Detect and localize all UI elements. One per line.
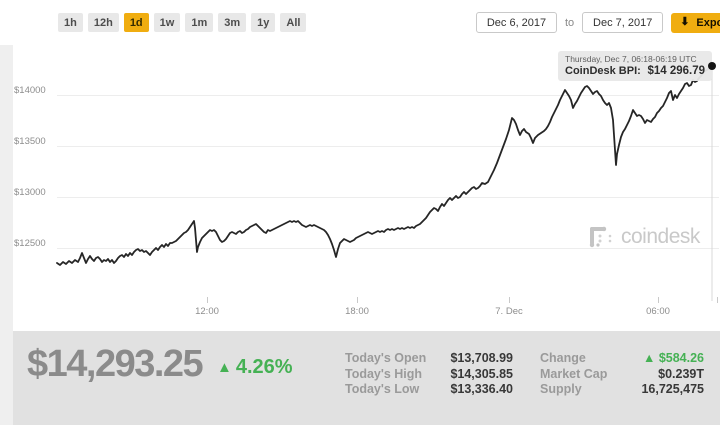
date-to-label: to [565, 16, 575, 29]
stat-label: Supply [540, 382, 582, 396]
date-range-controls: to ⬇ Export [476, 12, 720, 33]
last-point-dot [708, 62, 716, 70]
coindesk-watermark: coindesk [588, 225, 700, 249]
range-button-all[interactable]: All [280, 13, 307, 32]
stat-row-supply: Supply 16,725,475 [540, 382, 704, 398]
stat-value: 16,725,475 [641, 382, 704, 396]
stat-label: Today's Open [345, 351, 427, 365]
stat-value: $13,708.99 [450, 351, 513, 365]
x-axis-label: 7. Dec [495, 306, 523, 317]
current-price: $14,293.25 [27, 343, 204, 385]
stat-value: $0.239T [658, 366, 704, 381]
stat-label: Today's High [345, 366, 423, 381]
x-axis-label: 12:00 [195, 306, 219, 317]
chart-tooltip: Thursday, Dec 7, 06:18-06:19 UTC CoinDes… [558, 51, 712, 81]
date-from-input[interactable] [476, 12, 557, 33]
price-line [56, 65, 713, 266]
x-axis-label: 18:00 [345, 306, 369, 317]
stat-row-open: Today's Open $13,708.99 [345, 351, 513, 367]
stat-value: $13,336.40 [450, 382, 513, 396]
stat-label: Change [540, 351, 586, 365]
page-background-strip [0, 425, 720, 430]
tooltip-price-value: $14 296.79 [647, 65, 705, 77]
y-gridline [57, 197, 719, 198]
export-button[interactable]: ⬇ Export [671, 12, 720, 33]
tooltip-series-label: CoinDesk BPI: [565, 65, 641, 77]
stat-row-high: Today's High $14,305.85 [345, 367, 513, 383]
stat-row-low: Today's Low $13,336.40 [345, 382, 513, 398]
x-axis-tick [717, 297, 718, 303]
y-axis-label: $13000 [14, 187, 46, 198]
range-button-3m[interactable]: 3m [218, 13, 247, 32]
price-line-svg [56, 65, 713, 301]
stat-value: $14,305.85 [450, 366, 513, 381]
download-arrow-icon: ⬇ [680, 16, 690, 28]
coindesk-logo-icon [589, 226, 612, 248]
y-gridline [57, 95, 719, 96]
change-usd-value: $584.26 [658, 351, 704, 365]
stat-row-change: Change ▲ $584.26 [540, 351, 704, 367]
tooltip-timestamp: Thursday, Dec 7, 06:18-06:19 UTC [565, 54, 697, 64]
y-axis-label: $12500 [14, 238, 46, 249]
x-axis-tick [509, 297, 510, 303]
range-button-1w[interactable]: 1w [153, 13, 181, 32]
x-axis-tick [357, 297, 358, 303]
stat-label: Today's Low [345, 382, 420, 396]
x-axis-tick [207, 297, 208, 303]
range-button-1m[interactable]: 1m [185, 13, 214, 32]
export-button-label: Export [696, 16, 720, 29]
today-stats-table: Today's Open $13,708.99 Today's High $14… [345, 351, 513, 398]
stats-bar: $14,293.25 ▲ 4.26% Today's Open $13,708.… [0, 331, 720, 425]
page-left-gutter [0, 45, 13, 425]
change-percent: ▲ 4.26% [217, 356, 293, 379]
y-gridline [57, 248, 719, 249]
y-axis-label: $14000 [14, 85, 46, 96]
market-stats-table: Change ▲ $584.26 Market Cap $0.239T Supp… [540, 351, 704, 398]
stat-label: Market Cap [540, 366, 608, 381]
range-button-1d[interactable]: 1d [123, 13, 149, 32]
stat-value-change: ▲ $584.26 [643, 351, 704, 367]
x-axis-tick [658, 297, 659, 303]
up-triangle-icon: ▲ [642, 351, 656, 365]
range-button-1h[interactable]: 1h [58, 13, 83, 32]
y-gridline [57, 146, 719, 147]
up-triangle-icon: ▲ [217, 359, 232, 376]
change-percent-value: 4.26% [235, 356, 293, 378]
range-button-1y[interactable]: 1y [251, 13, 276, 32]
watermark-text: coindesk [621, 225, 700, 248]
stat-row-marketcap: Market Cap $0.239T [540, 367, 704, 383]
price-chart[interactable]: $14000 $13500 $13000 $12500 [0, 0, 720, 340]
x-axis-label: 06:00 [646, 306, 670, 317]
range-button-12h[interactable]: 12h [87, 13, 119, 32]
date-to-input[interactable] [582, 12, 664, 33]
range-selector: 1h 12h 1d 1w 1m 3m 1y All [58, 13, 307, 32]
y-axis-label: $13500 [14, 136, 46, 147]
